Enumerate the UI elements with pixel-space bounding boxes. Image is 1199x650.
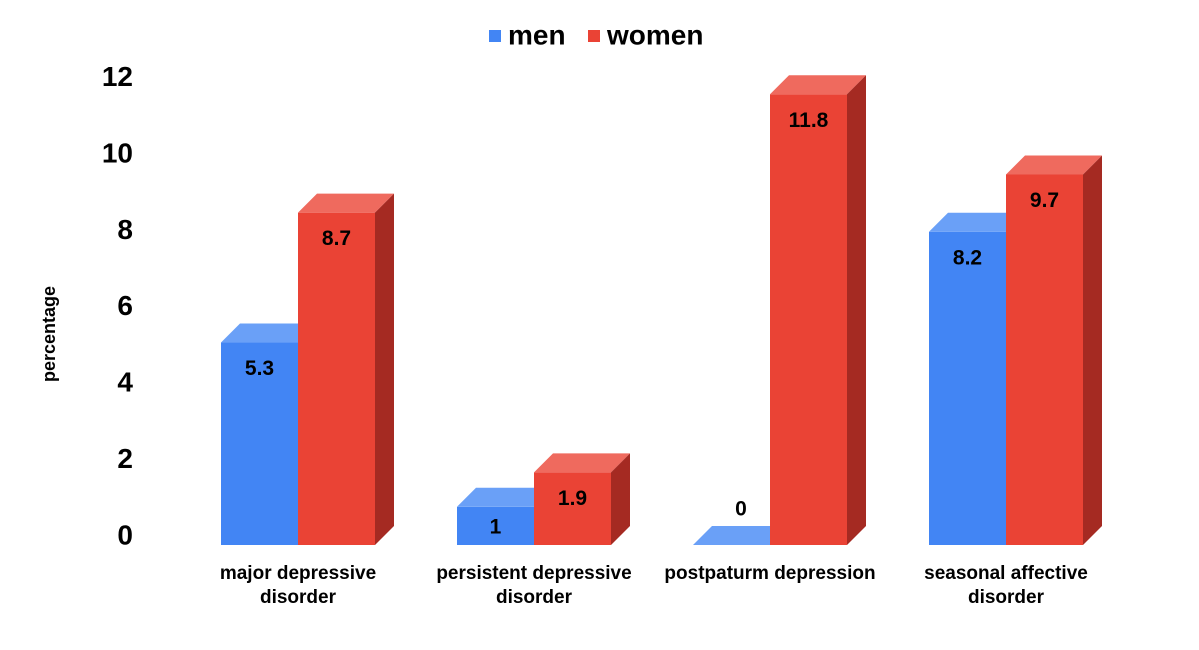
y-tick-label: 10 xyxy=(102,137,133,168)
bar-women-front xyxy=(534,472,611,545)
x-category-label: postpaturm depression xyxy=(664,563,875,584)
x-category-label: major depressive xyxy=(220,563,376,584)
x-category-label: disorder xyxy=(496,587,573,608)
y-axis-label: percentage xyxy=(39,286,59,382)
data-label-women: 8.7 xyxy=(322,227,351,250)
legend-label-women: women xyxy=(606,19,703,50)
bar-men-top xyxy=(221,323,317,343)
bar-women-top xyxy=(534,453,630,473)
bar-men-front xyxy=(929,231,1006,545)
y-tick-label: 12 xyxy=(102,61,133,92)
data-label-men: 8.2 xyxy=(953,246,982,269)
y-tick-label: 8 xyxy=(117,214,133,245)
bar-women-front xyxy=(1006,174,1083,545)
bar-women-side xyxy=(611,453,630,545)
bar-women-top xyxy=(298,193,394,213)
bar-women-side xyxy=(375,193,394,545)
y-tick-label: 2 xyxy=(117,443,133,474)
bar-men-top xyxy=(457,487,553,507)
bar-women-side xyxy=(1083,155,1102,545)
bar-women-top xyxy=(1006,155,1102,175)
x-category-label: seasonal affective xyxy=(924,563,1088,584)
bar-women-side xyxy=(847,75,866,546)
legend-label-men: men xyxy=(508,19,566,50)
data-label-women: 11.8 xyxy=(789,109,829,132)
bar-men-top xyxy=(693,526,789,545)
y-tick-label: 6 xyxy=(117,290,133,321)
data-label-women: 1.9 xyxy=(558,487,587,510)
x-category-label: disorder xyxy=(260,587,337,608)
legend-swatch-women xyxy=(588,30,600,42)
x-category-label: persistent depressive xyxy=(436,563,631,584)
bar-men-front xyxy=(221,342,298,545)
y-tick-label: 4 xyxy=(117,367,133,398)
y-tick-label: 0 xyxy=(117,519,133,550)
x-category-label: disorder xyxy=(968,587,1045,608)
data-label-women: 9.7 xyxy=(1030,189,1059,212)
bar-men-front xyxy=(457,506,534,545)
bar-women-front xyxy=(298,212,375,545)
data-label-men: 5.3 xyxy=(245,357,274,380)
data-label-men: 0 xyxy=(735,498,747,521)
legend-swatch-men xyxy=(489,30,501,42)
bar-women-front xyxy=(770,94,847,546)
bar-men-top xyxy=(929,212,1025,232)
bar-women-top xyxy=(770,75,866,95)
data-label-men: 1 xyxy=(490,515,502,538)
